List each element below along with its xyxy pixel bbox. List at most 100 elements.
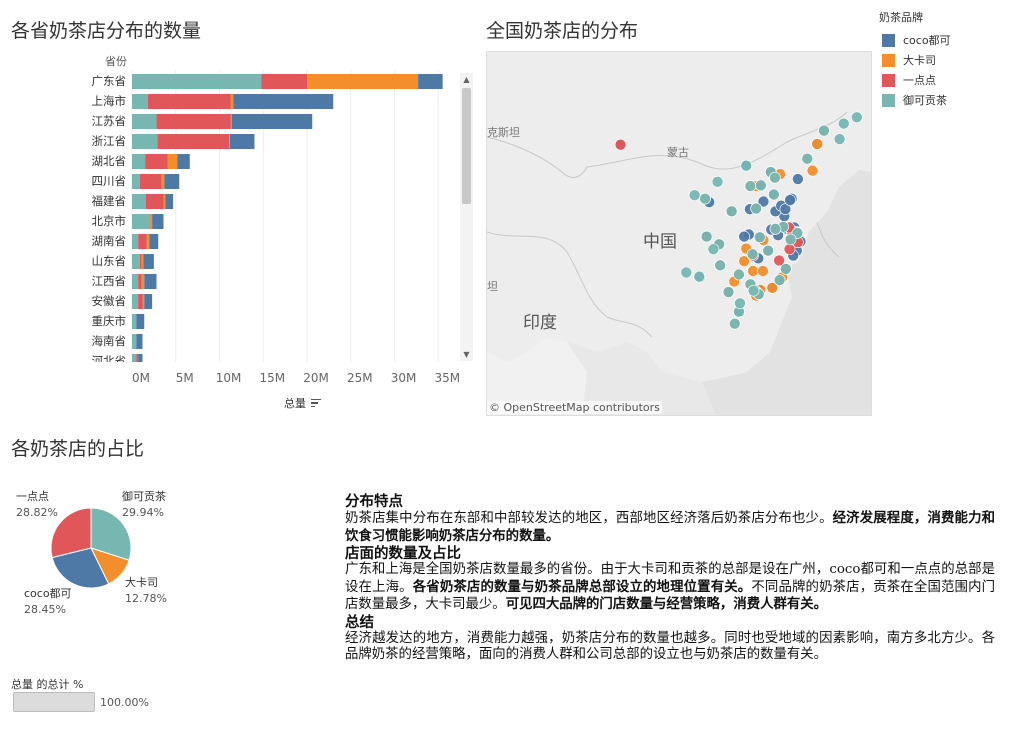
bar-segment[interactable] [142,294,145,309]
bar-chart-scroll-thumb[interactable] [462,88,471,204]
store-point[interactable] [693,270,706,283]
store-point[interactable] [757,265,769,277]
bar-segment[interactable] [177,154,190,169]
store-point[interactable] [738,255,750,267]
store-point[interactable] [734,297,746,310]
bar-segment[interactable] [132,294,139,309]
store-point[interactable] [762,244,774,257]
store-point[interactable] [711,176,724,188]
store-point[interactable] [811,138,823,150]
bar-segment[interactable] [136,334,143,349]
bar-segment[interactable] [136,314,145,329]
store-point[interactable] [738,230,750,243]
total-percent-bar[interactable] [13,692,95,712]
bar-segment[interactable] [152,214,164,229]
store-point[interactable] [722,286,735,298]
bar-segment[interactable] [229,134,230,149]
bar-segment[interactable] [233,94,334,109]
store-point[interactable] [699,192,711,205]
sort-descending-icon[interactable] [311,398,321,408]
store-point[interactable] [725,205,738,218]
store-point[interactable] [851,111,863,124]
bar-segment[interactable] [230,94,234,109]
store-point[interactable] [768,188,780,201]
store-point[interactable] [801,152,814,165]
store-point[interactable] [740,159,753,172]
bar-segment[interactable] [138,294,143,309]
bar-segment[interactable] [139,174,162,189]
store-point[interactable] [750,202,762,215]
store-point[interactable] [614,138,627,151]
bar-segment[interactable] [143,254,154,269]
bar-segment[interactable] [144,274,157,289]
bar-segment[interactable] [132,334,137,349]
bar-segment[interactable] [141,254,144,269]
bar-segment[interactable] [138,234,147,249]
bar-segment[interactable] [132,314,137,329]
bar-segment[interactable] [163,194,166,209]
store-point[interactable] [780,263,792,275]
bar-segment[interactable] [165,194,174,209]
bar-segment[interactable] [230,114,232,129]
bar-segment[interactable] [141,274,145,289]
pie-slice[interactable] [50,507,92,559]
bar-segment[interactable] [161,174,165,189]
store-point[interactable] [773,254,785,267]
store-point[interactable] [773,274,786,286]
bar-segment[interactable] [138,354,143,369]
store-point[interactable] [733,268,745,281]
store-point[interactable] [746,248,759,260]
bar-segment[interactable] [146,234,150,249]
bar-segment[interactable] [136,354,139,369]
store-point[interactable] [707,243,720,256]
store-point[interactable] [714,259,726,272]
store-point[interactable] [783,243,796,256]
bar-segment[interactable] [132,234,139,249]
bar-segment[interactable] [156,114,231,129]
bar-segment[interactable] [132,114,157,129]
store-point[interactable] [784,233,797,246]
bar-segment[interactable] [144,294,153,309]
store-point[interactable] [688,189,701,201]
store-point[interactable] [818,124,830,137]
bar-segment[interactable] [231,114,313,129]
legend-item-yidiandian[interactable]: 一点点 [879,70,951,90]
store-point[interactable] [769,223,782,235]
scroll-up-icon[interactable]: ▲ [463,75,470,84]
bar-segment[interactable] [132,174,140,189]
bar-segment[interactable] [132,134,158,149]
scroll-down-icon[interactable]: ▼ [463,350,470,359]
bar-segment[interactable] [261,74,308,89]
store-point[interactable] [744,180,757,192]
store-point[interactable] [766,282,779,294]
bar-axis-label[interactable]: 总量 [284,395,321,411]
bar-segment[interactable] [307,74,419,89]
store-point[interactable] [754,231,766,244]
bar-segment[interactable] [138,274,142,289]
store-point[interactable] [728,317,741,330]
bar-segment[interactable] [167,154,178,169]
legend-item-dakasi[interactable]: 大卡司 [879,50,951,70]
bar-segment[interactable] [132,274,139,289]
store-point[interactable] [755,179,767,192]
store-point[interactable] [833,133,846,145]
china-map[interactable]: 克斯坦 蒙古 中国 印度 坦 © OpenStreetMap contribut… [486,51,872,416]
bar-segment[interactable] [132,254,140,269]
bar-segment[interactable] [132,214,150,229]
bar-segment[interactable] [145,154,168,169]
store-point[interactable] [779,203,792,216]
map-credit[interactable]: © OpenStreetMap contributors [487,401,662,414]
bar-segment[interactable] [230,134,255,149]
bar-segment[interactable] [132,74,262,89]
pie-slice[interactable] [90,507,132,561]
bar-segment[interactable] [132,94,148,109]
bar-segment[interactable] [149,234,159,249]
bar-segment[interactable] [132,154,146,169]
store-point[interactable] [769,171,781,184]
bar-segment[interactable] [418,74,443,89]
store-point[interactable] [806,164,819,177]
store-point[interactable] [680,266,693,279]
bar-segment[interactable] [157,134,230,149]
bar-segment[interactable] [146,194,164,209]
bar-segment[interactable] [147,94,231,109]
